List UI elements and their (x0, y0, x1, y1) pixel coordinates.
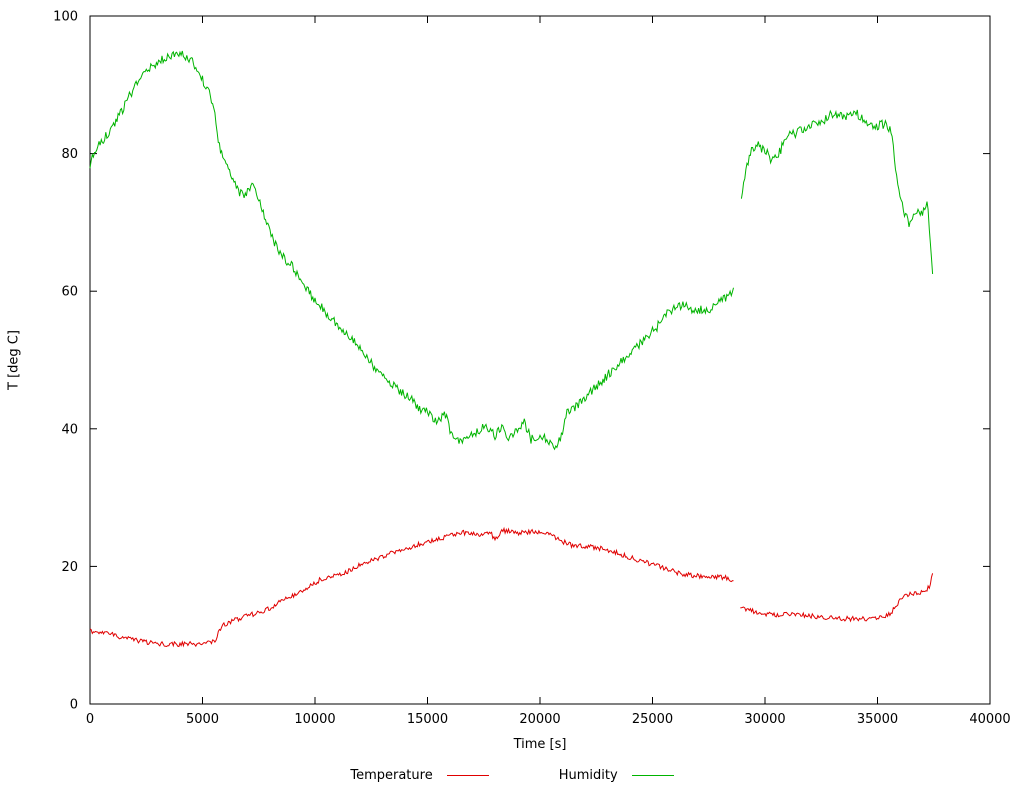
x-tick-label: 0 (86, 712, 94, 727)
x-tick-label: 20000 (519, 712, 560, 727)
series-line-temperature (89, 526, 734, 648)
x-tick-label: 40000 (969, 712, 1010, 727)
x-axis-label: Time [s] (513, 737, 567, 752)
legend-label-humidity: Humidity (558, 768, 618, 783)
series-line-humidity (89, 50, 734, 451)
legend: Temperature Humidity (0, 768, 1024, 783)
x-tick-label: 35000 (857, 712, 898, 727)
legend-item-temperature: Temperature (350, 768, 489, 783)
series-line-humidity (740, 109, 934, 275)
legend-label-temperature: Temperature (350, 768, 433, 783)
series-line-temperature (740, 573, 934, 623)
y-tick-label: 100 (53, 10, 78, 25)
x-tick-label: 25000 (632, 712, 673, 727)
y-tick-label: 0 (70, 698, 78, 713)
legend-item-humidity: Humidity (559, 768, 674, 783)
y-tick-label: 60 (61, 285, 78, 300)
x-tick-label: 15000 (407, 712, 448, 727)
temperature-line-sample (446, 775, 489, 776)
plot-border (89, 15, 991, 705)
y-tick-label: 40 (61, 422, 78, 437)
y-tick-label: 20 (61, 560, 78, 575)
y-axis-label: T [deg C] (6, 330, 22, 390)
x-tick-label: 5000 (186, 712, 219, 727)
y-tick-label: 80 (61, 147, 78, 162)
x-tick-label: 30000 (744, 712, 785, 727)
x-tick-label: 10000 (294, 712, 335, 727)
humidity-line-sample (631, 775, 674, 776)
